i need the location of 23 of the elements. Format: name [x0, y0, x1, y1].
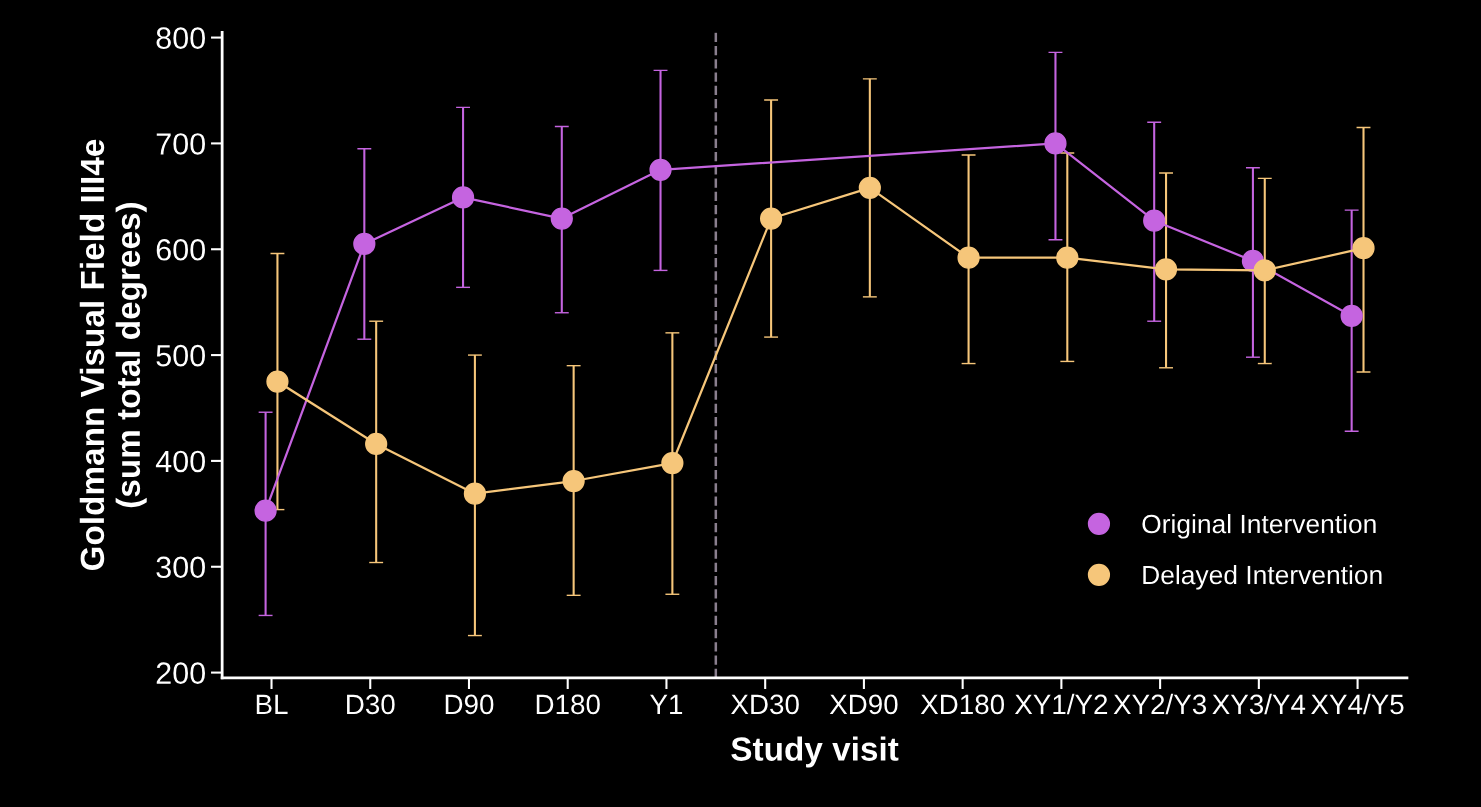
y-tick-label: 400 [155, 450, 205, 473]
x-tick-label: D90 [445, 694, 494, 715]
legend-label: Original Intervention [1142, 513, 1376, 539]
x-tick-label: XD30 [731, 694, 799, 715]
x-tick-label: BL [256, 694, 288, 714]
x-tick-label: XD180 [920, 694, 1005, 715]
x-tick-label: Y1 [650, 694, 683, 714]
x-tick-label: XY4/Y5 [1311, 693, 1404, 715]
x-tick-label: XY1/Y2 [1014, 693, 1108, 715]
x-tick-label: D30 [347, 694, 395, 715]
legend-label: Delayed Intervention [1143, 564, 1382, 590]
y-tick-label: 600 [156, 238, 205, 261]
x-tick-label: XY2/Y3 [1113, 693, 1206, 715]
y-tick-label: 700 [156, 133, 205, 155]
y-tick-label: 200 [156, 662, 205, 684]
y-axis-title: Goldmann Visual Field III4e (sum total degrees) [79, 139, 147, 571]
y-tick-label: 500 [156, 344, 205, 367]
y-tick-label: 300 [156, 556, 205, 579]
x-tick-label: XD90 [829, 694, 898, 715]
x-axis-title: Study visit [731, 736, 899, 768]
x-tick-label: D180 [536, 694, 600, 715]
x-tick-label: XY3/Y4 [1212, 693, 1306, 715]
y-tick-label: 800 [156, 27, 205, 49]
